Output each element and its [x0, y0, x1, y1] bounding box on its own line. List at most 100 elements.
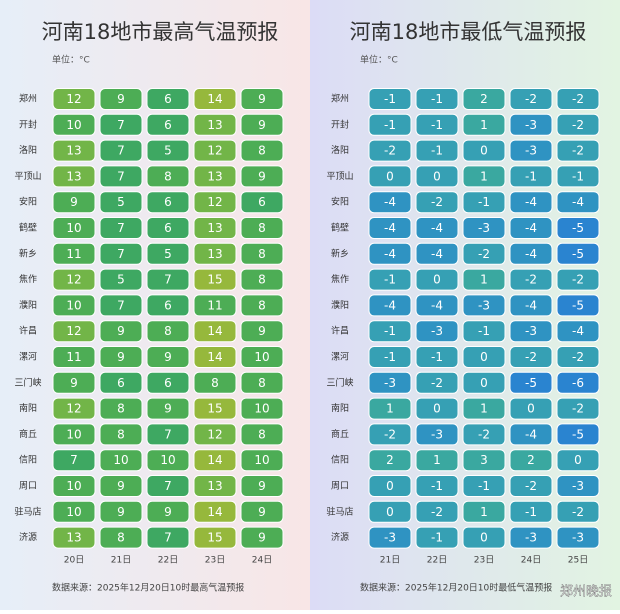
cell-value: 9 — [164, 402, 172, 416]
cell-value: 5 — [164, 144, 172, 158]
cell-value: 0 — [480, 144, 488, 158]
cell — [99, 217, 143, 239]
cell — [462, 268, 506, 291]
day-label: 23日 — [474, 555, 494, 566]
cell-value: 10 — [66, 505, 81, 519]
cell-value: -3 — [525, 531, 537, 545]
cell-value: 13 — [207, 221, 222, 235]
cell — [99, 397, 143, 420]
cell — [509, 294, 553, 317]
cell — [462, 449, 506, 472]
cell — [509, 346, 553, 368]
cell — [368, 397, 412, 420]
unit: 单位：°C — [52, 54, 90, 66]
cell — [52, 242, 96, 265]
cell-value: 8 — [258, 221, 266, 235]
cell-value: 12 — [66, 273, 81, 287]
cell — [193, 346, 237, 368]
city-label: 信阳 — [19, 454, 37, 466]
cell-value: 13 — [207, 247, 222, 261]
cell — [415, 526, 459, 549]
cell — [240, 397, 284, 420]
cell-value: 10 — [254, 453, 269, 467]
day-label: 24日 — [521, 555, 541, 566]
cell — [509, 500, 553, 523]
cell — [509, 165, 553, 188]
cell-value: 13 — [66, 531, 81, 545]
cell-value: 10 — [66, 427, 81, 441]
day-label: 25日 — [568, 555, 588, 566]
cell — [415, 320, 459, 343]
cell — [52, 397, 96, 420]
cell — [240, 268, 284, 291]
city-label: 商丘 — [19, 428, 37, 440]
cell — [462, 294, 506, 317]
cell — [509, 371, 553, 394]
cell — [462, 242, 506, 265]
cell — [556, 423, 600, 446]
cell-value: -2 — [572, 505, 584, 519]
cell-value: 12 — [66, 92, 81, 106]
cell-value: 8 — [117, 402, 125, 416]
cell-value: -4 — [431, 247, 443, 261]
cell-value: 0 — [386, 505, 394, 519]
cell-value: 7 — [164, 531, 172, 545]
cell — [556, 475, 600, 497]
cell-value: -4 — [525, 195, 537, 209]
day-label: 22日 — [427, 555, 447, 566]
cell-value: 7 — [117, 169, 125, 183]
cell-value: -5 — [572, 427, 584, 441]
city-label: 焦作 — [19, 273, 37, 285]
cell-value: 9 — [258, 169, 266, 183]
cell-value: 14 — [207, 324, 222, 338]
cell — [193, 500, 237, 523]
cell — [368, 449, 412, 472]
cell — [556, 397, 600, 420]
cell-value: -1 — [525, 505, 537, 519]
cell — [146, 423, 190, 446]
cell — [52, 475, 96, 497]
cell — [556, 268, 600, 291]
day-label: 20日 — [64, 555, 84, 566]
cell — [52, 423, 96, 446]
cell — [52, 217, 96, 239]
cell-value: -1 — [431, 531, 443, 545]
cell-value: -1 — [431, 479, 443, 493]
day-label: 21日 — [111, 555, 131, 566]
cell-value: 9 — [258, 92, 266, 106]
cell-value: -1 — [431, 92, 443, 106]
cell — [556, 371, 600, 394]
cell-value: 13 — [207, 169, 222, 183]
cell-value: 15 — [207, 402, 222, 416]
cell-value: 12 — [66, 402, 81, 416]
cell-value: -5 — [572, 298, 584, 312]
cell — [99, 191, 143, 214]
cell — [193, 165, 237, 188]
cell — [556, 449, 600, 472]
cell-value: 3 — [480, 453, 488, 467]
cell-value: 15 — [207, 273, 222, 287]
cell — [556, 500, 600, 523]
title: 河南18地市最低气温预报 — [350, 20, 587, 44]
cell — [146, 346, 190, 368]
cell — [415, 165, 459, 188]
cell — [240, 320, 284, 343]
cell-value: 8 — [164, 324, 172, 338]
cell-value: -4 — [431, 298, 443, 312]
cell — [415, 397, 459, 420]
cell — [240, 88, 284, 110]
cell-value: 10 — [160, 453, 175, 467]
cell — [509, 423, 553, 446]
cell — [99, 449, 143, 472]
cell-value: 8 — [117, 531, 125, 545]
cell — [240, 191, 284, 214]
city-label: 南阳 — [19, 402, 37, 414]
cell-value: -1 — [478, 195, 490, 209]
cell-value: -1 — [572, 169, 584, 183]
cell-value: 0 — [386, 169, 394, 183]
cell-value: 6 — [164, 376, 172, 390]
cell — [99, 294, 143, 317]
cell — [509, 191, 553, 214]
cell-value: -2 — [572, 273, 584, 287]
cell-value: -2 — [525, 92, 537, 106]
